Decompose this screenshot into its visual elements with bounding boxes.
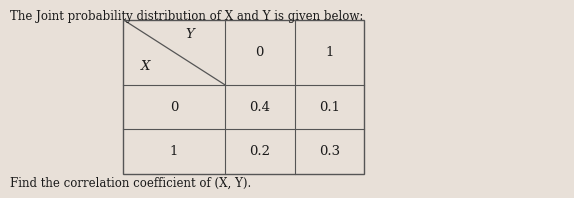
- Text: Find the correlation coefficient of (X, Y).: Find the correlation coefficient of (X, …: [10, 177, 251, 190]
- Text: Y: Y: [185, 28, 193, 41]
- Text: 0: 0: [255, 46, 264, 59]
- Text: 1: 1: [325, 46, 333, 59]
- Text: 0.3: 0.3: [319, 145, 340, 158]
- Text: 0.4: 0.4: [249, 101, 270, 114]
- Text: X: X: [141, 60, 150, 73]
- Text: The Joint probability distribution of X and Y is given below:: The Joint probability distribution of X …: [10, 10, 364, 23]
- Text: 0.1: 0.1: [319, 101, 340, 114]
- Bar: [123, 20, 364, 174]
- Text: 1: 1: [170, 145, 178, 158]
- Bar: [123, 20, 364, 174]
- Text: 0: 0: [170, 101, 178, 114]
- Text: 0.2: 0.2: [249, 145, 270, 158]
